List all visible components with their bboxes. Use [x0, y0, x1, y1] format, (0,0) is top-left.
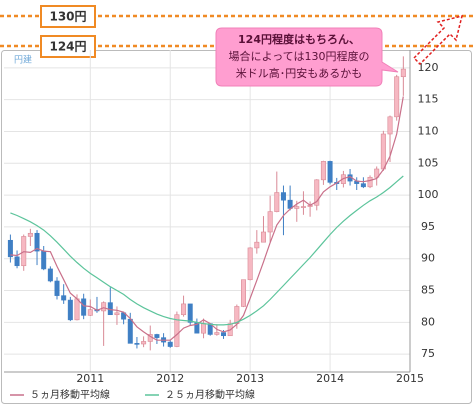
- candle-body: [267, 211, 273, 233]
- candle-body: [314, 179, 320, 206]
- y-tick-label: 75: [421, 347, 435, 360]
- candle-body: [254, 241, 260, 249]
- candle-body: [174, 314, 180, 347]
- y-tick-label: 115: [418, 93, 439, 106]
- x-tick-label: 2011: [76, 372, 104, 385]
- candle-body: [374, 168, 380, 178]
- callout-text: 場合によっては130円程度の: [229, 49, 370, 63]
- candle-body: [187, 303, 193, 323]
- x-tick-label: 2014: [316, 372, 344, 385]
- arrow: [412, 14, 464, 66]
- y-tick-label: 100: [418, 188, 439, 201]
- candle-body: [387, 116, 393, 135]
- y-tick-label: 120: [418, 61, 439, 74]
- legend-label: ２５ヵ月移動平均線: [165, 388, 255, 401]
- candle-body: [260, 231, 266, 243]
- x-tick-label: 2012: [156, 372, 184, 385]
- callout-text: 米ドル高･円安もあるかも: [236, 66, 363, 80]
- corner-label: 円建: [14, 54, 32, 66]
- y-tick-label: 80: [421, 315, 435, 328]
- candle-body: [141, 341, 147, 345]
- candle-body: [101, 302, 107, 312]
- candle-body: [34, 232, 40, 252]
- candle-body: [327, 161, 333, 183]
- candle-body: [367, 176, 373, 188]
- candle-body: [81, 298, 87, 316]
- candle-body: [380, 133, 386, 170]
- level-label: 130円: [49, 10, 86, 24]
- plot: 75 80 85 90 95 100 105 110 115 120 2011 2012 2013 201…: [4, 50, 439, 401]
- callout-box: [215, 27, 399, 87]
- candle-body: [181, 303, 187, 316]
- candle-body: [61, 295, 67, 301]
- candle-body: [154, 334, 160, 338]
- candle-body: [221, 332, 227, 337]
- y-tick-label: 85: [421, 284, 435, 297]
- level-box: [40, 5, 96, 28]
- candle-body: [47, 268, 53, 282]
- candle-body: [54, 280, 60, 296]
- candle-body: [74, 298, 80, 321]
- ma-line: [10, 175, 404, 326]
- candle-body: [41, 250, 47, 270]
- candle-body: [114, 312, 120, 316]
- ma-line: [10, 96, 404, 341]
- candle-body: [400, 68, 406, 78]
- level-label: 124円: [49, 40, 86, 54]
- candle-body: [27, 232, 33, 237]
- candle-body: [127, 318, 133, 344]
- candle-body: [201, 323, 207, 334]
- y-tick-label: 95: [421, 220, 435, 233]
- candle-body: [294, 206, 300, 209]
- callout-text: 124円程度はもちろん、: [238, 32, 360, 46]
- candle-body: [320, 161, 326, 181]
- candle-body: [394, 76, 400, 118]
- y-tick-label: 90: [421, 252, 435, 265]
- x-tick-label: 2015: [396, 372, 424, 385]
- y-tick-label: 105: [418, 156, 439, 169]
- candle-body: [167, 341, 173, 347]
- candle-body: [67, 299, 73, 321]
- candle-body: [134, 343, 140, 345]
- legend-label: ５ヵ月移動平均線: [30, 388, 110, 401]
- candle-body: [87, 309, 93, 316]
- candle-body: [214, 332, 220, 335]
- candle-body: [280, 192, 286, 201]
- candle-body: [274, 192, 280, 212]
- candle-body: [21, 236, 27, 267]
- level-box: [40, 35, 96, 58]
- candle-body: [14, 256, 20, 267]
- candle-body: [360, 183, 366, 188]
- candle-body: [241, 279, 247, 307]
- candle-body: [247, 247, 253, 281]
- candle-body: [300, 206, 306, 208]
- x-tick-label: 2013: [236, 372, 264, 385]
- y-tick-label: 110: [418, 124, 439, 137]
- candle-body: [7, 239, 13, 258]
